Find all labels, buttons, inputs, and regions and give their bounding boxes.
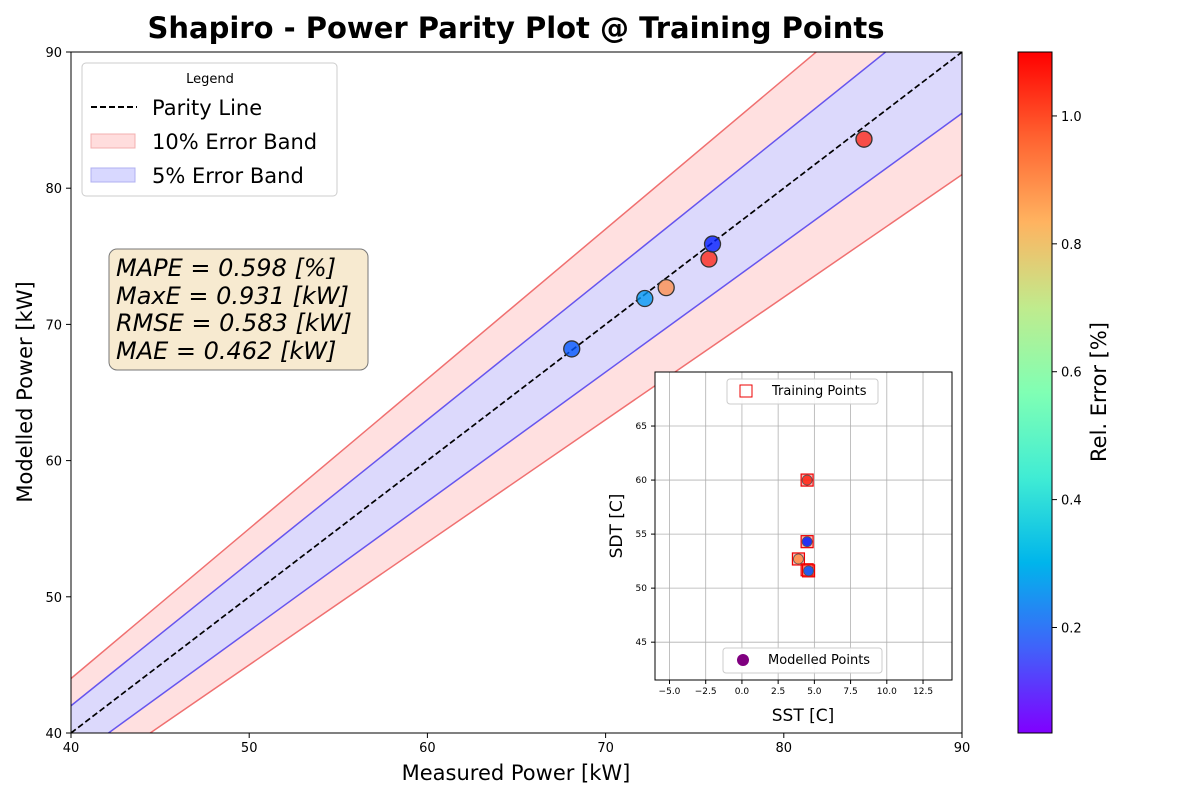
x-tick-label-4: 80 [776,741,793,756]
legend-title: Legend [186,72,234,87]
colorbar-tick-label-0: 0.2 [1061,621,1082,636]
x-axis-label: Measured Power [kW] [402,761,631,785]
colorbar-gradient [1017,51,1053,734]
error-band-lower-edge-0 [148,173,962,733]
y-tick-label-5: 90 [45,46,62,61]
y-tick-label-1: 50 [45,591,62,606]
main-plot-clip [71,52,962,733]
inset-plot: −5.0 −2.5 0.0 2.5 5.0 7.5 10.0 12.5 45 50 55 60 65 S… [607,371,953,726]
y-tick-label-0: 40 [45,727,62,742]
inset-x-axis-label: SST [C] [772,706,835,726]
legend-frame [81,62,338,197]
inset-legend-modelled-label: Modelled Points [768,653,870,668]
colorbar-tick-label-2: 0.6 [1061,366,1082,381]
inset-x-tick-label-0: −5.0 [659,687,681,697]
metrics-frame [108,248,369,371]
inset-legend-modelled: Modelled Points [722,647,883,674]
inset-y-axis-label: SDT [C] [607,494,627,559]
inset-legend-modelled-marker [737,654,749,666]
inset-legend-training-marker [739,384,753,398]
colorbar-tick-label-3: 0.8 [1061,238,1082,253]
y-axis-label: Modelled Power [kW] [13,281,37,502]
inset-x-tick-label-4: 5.0 [807,687,822,697]
data-point-3 [700,250,718,268]
data-point-4 [703,235,722,253]
y-tick-label-2: 60 [45,455,62,470]
inset-modelled-point-3 [801,474,813,486]
inset-modelled-point-1 [793,553,804,565]
y-tick-label-3: 70 [45,318,62,333]
inset-y-tick-label-1: 50 [636,584,648,594]
colorbar: 0.2 0.4 0.6 0.8 1.0 Rel. Error [%] [1017,51,1111,734]
metric-mape: MAPE = 0.598 [%] [116,254,336,282]
inset-background [655,372,952,680]
data-point-1 [636,289,654,308]
colorbar-ticks: 0.2 0.4 0.6 0.8 1.0 [1052,110,1082,636]
main-plot-area: 40 50 60 70 80 90 40 50 60 70 80 90 [45,46,971,756]
legend-5pct-swatch [90,167,136,183]
legend-parity-label: Parity Line [152,96,262,120]
inset-x-tick-label-2: 0.0 [735,687,750,697]
metric-maxe: MaxE = 0.931 [kW] [116,282,349,310]
inset-x-tick-label-1: −2.5 [695,687,717,697]
inset-plot-clip [791,473,816,578]
x-tick-label-2: 60 [419,741,436,756]
error-band-lower-edge-1 [107,112,962,733]
inset-y-tick-label-0: 45 [636,638,647,648]
data-point-2 [657,278,675,297]
metric-mae: MAE = 0.462 [kW] [116,337,336,365]
inset-x-tick-label-3: 2.5 [771,687,785,697]
metric-rmse: RMSE = 0.583 [kW] [116,309,352,337]
x-tick-label-5: 90 [954,741,971,756]
colorbar-label: Rel. Error [%] [1087,322,1111,462]
inset-modelled-point-0 [803,565,814,577]
metrics-box: MAPE = 0.598 [%] MaxE = 0.931 [kW] RMSE … [108,248,369,371]
colorbar-tick-label-1: 0.4 [1061,494,1082,509]
x-tick-label-1: 50 [241,741,258,756]
legend-5pct-label: 5% Error Band [152,164,304,188]
inset-plot-area: −5.0 −2.5 0.0 2.5 5.0 7.5 10.0 12.5 45 50 55 60 65 [636,371,953,697]
parity-line [71,52,962,733]
inset-legend-training-label: Training Points [771,384,867,399]
data-point-0 [563,340,581,358]
colorbar-tick-label-4: 1.0 [1061,110,1082,125]
legend-10pct-swatch [90,133,136,149]
inset-modelled-point-2 [801,536,813,548]
x-tick-label-3: 70 [597,741,614,756]
inset-x-tick-label-5: 7.5 [843,687,857,697]
legend: Legend Parity Line 10% Error Band 5% Err… [81,62,338,197]
x-tick-label-0: 40 [63,741,80,756]
error-band-upper-edge-1 [71,52,887,707]
y-tick-label-4: 80 [45,182,62,197]
inset-legend-training: Training Points [726,378,879,405]
inset-legend-modelled-frame [722,647,883,674]
chart-title: Shapiro - Power Parity Plot @ Training P… [148,11,885,45]
inset-y-tick-label-4: 65 [636,422,647,432]
inset-legend-training-frame [726,378,879,405]
data-point-5 [855,130,873,148]
inset-y-tick-label-3: 60 [636,476,648,486]
error-band-upper-edge-0 [71,52,818,680]
inset-plot-frame [654,371,953,681]
legend-10pct-label: 10% Error Band [152,130,317,154]
main-plot-frame [70,51,963,734]
inset-y-tick-label-2: 55 [636,530,647,540]
inset-x-tick-label-6: 10.0 [877,687,897,697]
inset-x-tick-label-7: 12.5 [913,687,933,697]
